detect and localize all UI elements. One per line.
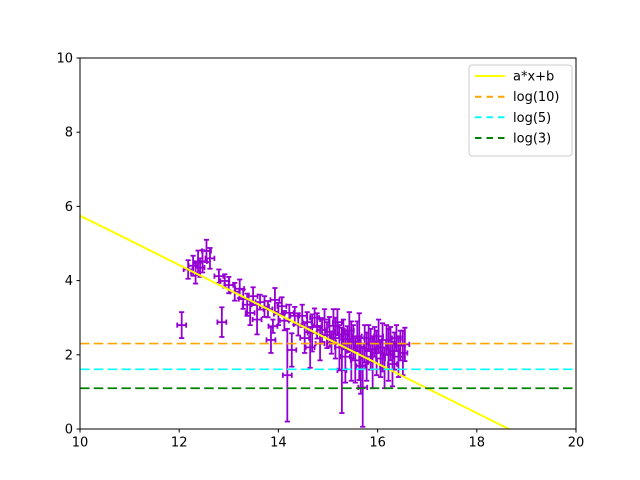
y-tick-label: 6 [65, 200, 73, 215]
x-tick-label: 16 [369, 436, 386, 451]
fit-line [79, 214, 510, 430]
legend-box [468, 64, 573, 157]
legend-label-log3: log(3) [513, 132, 551, 147]
x-tick-label: 14 [270, 436, 287, 451]
axes-frame [79, 57, 577, 430]
y-tick-label: 8 [65, 126, 73, 141]
y-tick-label: 2 [65, 348, 73, 363]
x-tick-label: 20 [568, 436, 585, 451]
x-tick-label: 18 [469, 436, 486, 451]
y-tick-label: 4 [65, 274, 73, 289]
x-tick-label: 10 [72, 436, 89, 451]
legend-label-fit: a*x+b [513, 70, 554, 85]
y-tick-label: 10 [56, 52, 73, 67]
y-tick-label: 0 [65, 423, 73, 438]
plot-area: 10 12 14 16 18 20 0 2 4 6 8 10 [56, 52, 584, 451]
x-tick-label: 12 [171, 436, 188, 451]
legend-label-log10: log(10) [513, 90, 560, 105]
legend: a*x+b log(10) log(5) log(3) [468, 64, 573, 157]
legend-label-log5: log(5) [513, 111, 551, 126]
